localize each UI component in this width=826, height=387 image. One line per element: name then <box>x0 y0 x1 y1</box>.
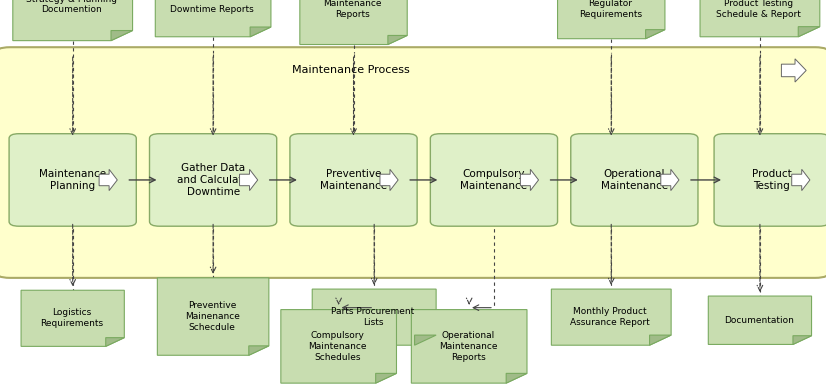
Polygon shape <box>388 36 407 45</box>
Polygon shape <box>249 346 269 355</box>
Polygon shape <box>700 0 820 37</box>
Polygon shape <box>99 170 117 190</box>
Polygon shape <box>558 0 665 39</box>
FancyBboxPatch shape <box>150 134 277 226</box>
Polygon shape <box>250 27 271 37</box>
Text: Downtime Reports: Downtime Reports <box>170 5 254 14</box>
Polygon shape <box>552 289 671 345</box>
FancyBboxPatch shape <box>430 134 558 226</box>
Text: Compulsory
Maintenance: Compulsory Maintenance <box>460 169 528 191</box>
Text: Preventive
Maintenance: Preventive Maintenance <box>320 169 387 191</box>
FancyBboxPatch shape <box>571 134 698 226</box>
Text: Parts Procurement
Lists: Parts Procurement Lists <box>331 307 415 327</box>
Polygon shape <box>646 30 665 39</box>
Polygon shape <box>798 27 820 37</box>
Polygon shape <box>240 170 258 190</box>
Polygon shape <box>411 310 527 383</box>
Text: Compulsory
Maintenance
Schedules: Compulsory Maintenance Schedules <box>308 331 367 361</box>
FancyBboxPatch shape <box>290 134 417 226</box>
Polygon shape <box>106 337 125 346</box>
Text: Preventive
Maintenance
Reports: Preventive Maintenance Reports <box>323 0 382 19</box>
Text: Regulator
Requirements: Regulator Requirements <box>579 0 642 19</box>
Polygon shape <box>661 170 679 190</box>
Polygon shape <box>793 336 812 344</box>
Polygon shape <box>649 335 671 345</box>
Polygon shape <box>158 278 269 355</box>
Polygon shape <box>791 170 809 190</box>
Text: Maintenance Process: Maintenance Process <box>292 65 410 75</box>
Polygon shape <box>281 310 396 383</box>
Text: Monthly Product
Assurance Report: Monthly Product Assurance Report <box>570 307 650 327</box>
Text: Maintenance
Planning: Maintenance Planning <box>39 169 107 191</box>
Text: Operational
Maintenance
Reports: Operational Maintenance Reports <box>439 331 497 361</box>
Text: Product
Testing: Product Testing <box>752 169 791 191</box>
Polygon shape <box>781 59 806 82</box>
Polygon shape <box>155 0 271 37</box>
Polygon shape <box>376 373 396 383</box>
FancyBboxPatch shape <box>714 134 826 226</box>
Polygon shape <box>520 170 539 190</box>
Polygon shape <box>300 0 407 45</box>
Polygon shape <box>312 289 436 345</box>
Polygon shape <box>506 373 527 383</box>
Polygon shape <box>415 335 436 345</box>
FancyBboxPatch shape <box>9 134 136 226</box>
FancyBboxPatch shape <box>0 47 826 278</box>
Text: Product Testing
Schedule & Report: Product Testing Schedule & Report <box>716 0 801 19</box>
Text: Operational
Maintenance: Operational Maintenance <box>601 169 668 191</box>
Text: Preventive
Mainenance
Schecdule: Preventive Mainenance Schecdule <box>185 301 240 332</box>
Polygon shape <box>380 170 398 190</box>
Polygon shape <box>111 31 132 41</box>
Text: Gather Data
and Calculate
Downtime: Gather Data and Calculate Downtime <box>177 163 249 197</box>
Polygon shape <box>13 0 132 41</box>
Text: Logistics
Requirements: Logistics Requirements <box>40 308 103 328</box>
Polygon shape <box>709 296 812 344</box>
Polygon shape <box>21 290 125 346</box>
Text: Maintenance
Strategy & Planning
Documention: Maintenance Strategy & Planning Document… <box>26 0 117 14</box>
Text: Documentation: Documentation <box>724 316 794 325</box>
